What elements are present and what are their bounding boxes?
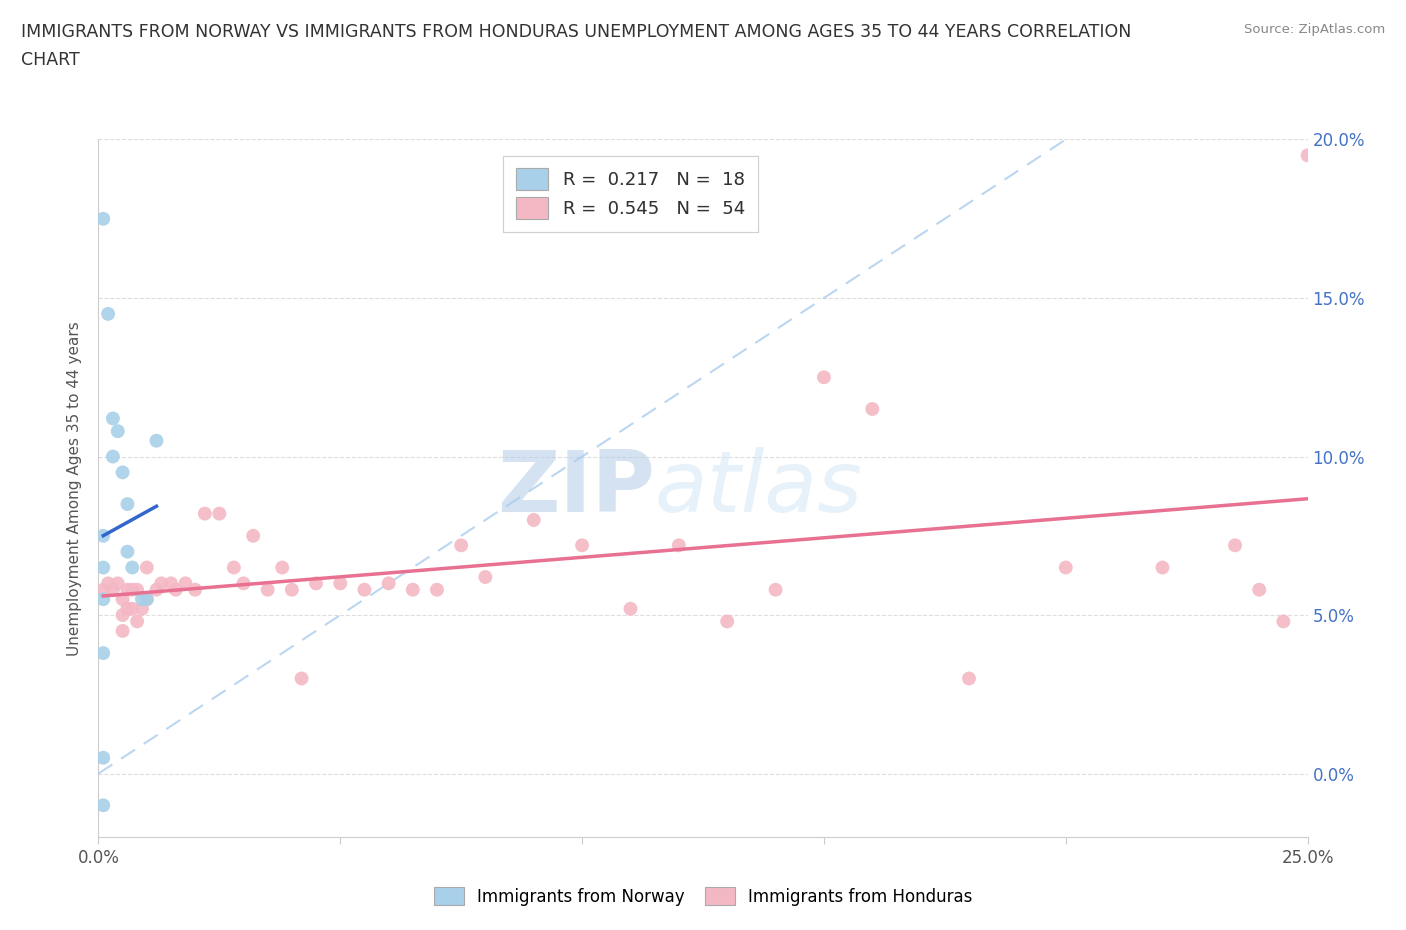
Point [765,582,787,597]
Point [135,591,157,606]
Point [377,576,399,591]
Point [101,582,124,597]
Point [150,576,173,591]
Point [91,528,114,543]
Point [111,591,134,606]
Point [813,370,835,385]
Legend: R =  0.217   N =  18, R =  0.545   N =  54: R = 0.217 N = 18, R = 0.545 N = 54 [503,155,758,232]
Point [208,506,231,521]
Point [97,576,120,591]
Point [1296,148,1319,163]
Point [232,576,254,591]
Point [111,607,134,622]
Point [91,798,114,813]
Point [117,582,139,597]
Point [107,576,129,591]
Point [571,538,593,552]
Point [131,602,153,617]
Point [281,582,304,597]
Point [91,645,114,660]
Point [860,402,883,417]
Point [426,582,449,597]
Point [668,538,690,552]
Point [1249,582,1271,597]
Point [117,544,139,559]
Point [619,602,641,617]
Point [165,582,187,597]
Point [91,582,114,597]
Text: atlas: atlas [655,446,863,530]
Text: Source: ZipAtlas.com: Source: ZipAtlas.com [1244,23,1385,36]
Point [135,560,157,575]
Point [145,582,167,597]
Point [111,465,134,480]
Point [1152,560,1174,575]
Point [127,582,149,597]
Point [184,582,207,597]
Point [101,449,124,464]
Point [91,751,114,765]
Text: CHART: CHART [21,51,80,69]
Point [111,623,134,638]
Point [121,582,143,597]
Point [1054,560,1077,575]
Point [160,576,183,591]
Point [121,560,143,575]
Point [121,602,143,617]
Point [101,411,124,426]
Point [256,582,278,597]
Point [194,506,217,521]
Point [131,591,153,606]
Point [107,424,129,439]
Point [716,614,738,629]
Point [402,582,425,597]
Legend: Immigrants from Norway, Immigrants from Honduras: Immigrants from Norway, Immigrants from … [427,881,979,912]
Point [271,560,294,575]
Y-axis label: Unemployment Among Ages 35 to 44 years: Unemployment Among Ages 35 to 44 years [67,321,83,656]
Point [474,569,496,584]
Point [305,576,328,591]
Point [353,582,375,597]
Point [450,538,472,552]
Point [290,671,312,686]
Point [135,591,157,606]
Point [1272,614,1295,629]
Point [91,591,114,606]
Point [1223,538,1246,552]
Point [127,614,149,629]
Point [117,497,139,512]
Point [174,576,197,591]
Point [329,576,352,591]
Point [91,211,114,226]
Point [97,307,120,322]
Point [145,433,167,448]
Point [957,671,980,686]
Text: IMMIGRANTS FROM NORWAY VS IMMIGRANTS FROM HONDURAS UNEMPLOYMENT AMONG AGES 35 TO: IMMIGRANTS FROM NORWAY VS IMMIGRANTS FRO… [21,23,1132,41]
Point [91,560,114,575]
Point [117,602,139,617]
Point [222,560,245,575]
Point [523,512,546,527]
Point [242,528,264,543]
Text: ZIP: ZIP [496,446,655,530]
